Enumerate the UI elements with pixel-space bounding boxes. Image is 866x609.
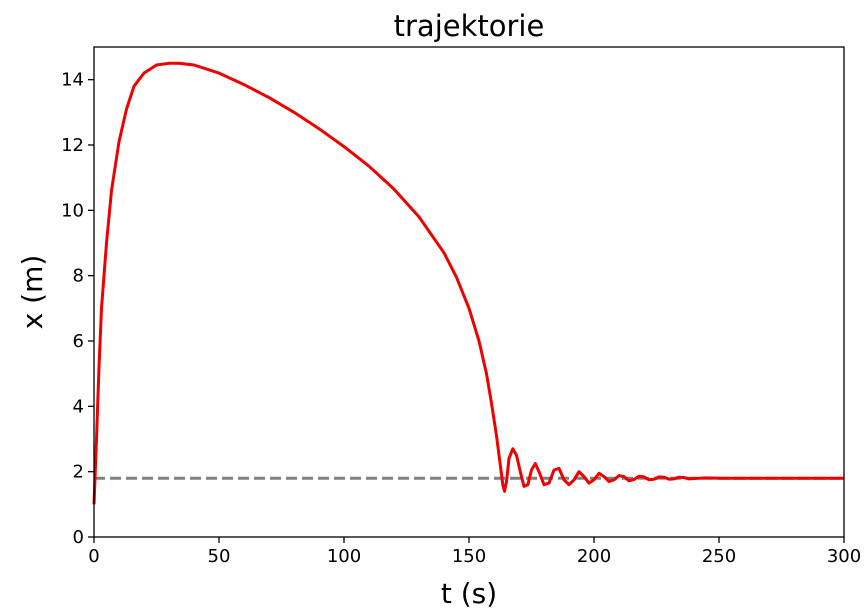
- y-tick-label: 12: [61, 135, 84, 156]
- y-tick-label: 2: [73, 462, 84, 483]
- x-axis-label: t (s): [441, 577, 497, 609]
- series-line: [92, 61, 844, 505]
- y-tick-label: 6: [73, 331, 84, 352]
- x-tick-label: 150: [452, 546, 486, 567]
- x-tick-label: 250: [702, 546, 736, 567]
- x-tick-label: 50: [208, 546, 231, 567]
- x-tick-label: 100: [327, 546, 361, 567]
- x-tick-label: 200: [577, 546, 611, 567]
- y-tick-label: 8: [73, 266, 84, 287]
- x-tick-label: 0: [88, 546, 99, 567]
- plot-frame: [93, 46, 845, 538]
- axis-ticks: 0 50 100 150 200 250 300 0 2 4 6 8 10 12 14: [61, 70, 861, 567]
- chart-title: trajektorie: [394, 9, 545, 43]
- y-tick-label: 0: [73, 527, 84, 548]
- plot-area: [92, 61, 844, 505]
- x-tick-label: 300: [827, 546, 861, 567]
- y-tick-label: 4: [73, 396, 84, 417]
- y-axis-label: x (m): [16, 255, 49, 330]
- y-tick-label: 10: [61, 200, 84, 221]
- y-tick-label: 14: [61, 70, 84, 91]
